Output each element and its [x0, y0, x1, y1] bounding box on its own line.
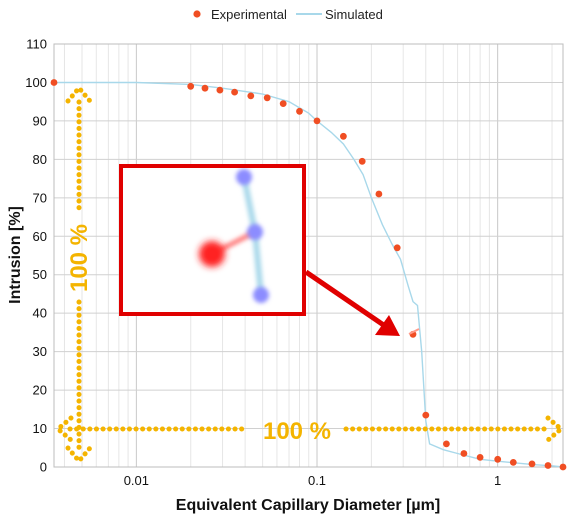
experimental-point — [443, 440, 450, 448]
horizontal-arrow-head-left — [54, 415, 74, 443]
y-tick-label: 80 — [33, 152, 47, 167]
experimental-point — [393, 244, 401, 252]
x-tick-label: 1 — [494, 473, 501, 488]
y-tick-label: 110 — [26, 37, 47, 52]
experimental-point — [375, 190, 383, 198]
experimental-point — [247, 92, 255, 100]
inset-blue-node-bottom — [253, 287, 269, 303]
callout-arrow — [304, 269, 420, 336]
horizontal-span-label: 100 % — [263, 418, 331, 445]
x-tick-labels: 0.01 0.1 1 — [124, 473, 502, 488]
experimental-point — [544, 462, 552, 469]
experimental-point — [201, 84, 209, 92]
vertical-span-annotation: 100 % — [65, 84, 93, 465]
experimental-point — [476, 454, 484, 461]
y-tick-label: 0 — [40, 460, 47, 475]
experimental-point — [313, 117, 321, 125]
y-tick-label: 100 — [25, 75, 47, 90]
x-tick-label: 0.1 — [308, 473, 326, 488]
experimental-point — [296, 107, 303, 115]
x-tick-label: 0.01 — [124, 473, 149, 488]
y-tick-label: 10 — [33, 421, 47, 436]
inset-red-node — [199, 241, 225, 267]
experimental-point — [231, 88, 239, 96]
experimental-point — [509, 459, 517, 466]
plot-area-frame — [53, 43, 564, 468]
experimental-point — [216, 86, 224, 94]
x-axis-title: Equivalent Capillary Diameter [µm] — [176, 497, 440, 514]
experimental-point — [358, 157, 366, 165]
legend: Experimental Simulated — [193, 7, 383, 22]
horizontal-arrow-head-right — [545, 415, 565, 443]
y-tick-labels: 0 10 20 30 40 50 60 70 80 90 100 110 — [25, 37, 47, 475]
horizontal-span-annotation: 100 % — [54, 415, 565, 445]
experimental-point — [340, 132, 347, 140]
experimental-point — [187, 82, 195, 90]
zoom-inset — [119, 164, 306, 316]
y-tick-label: 30 — [33, 344, 47, 359]
experimental-series — [50, 79, 567, 471]
experimental-point — [422, 411, 430, 419]
experimental-point — [263, 94, 271, 102]
y-axis-title: Intrusion [%] — [7, 206, 24, 304]
vertical-arrow-head-down — [65, 445, 93, 465]
y-tick-label: 20 — [33, 383, 47, 398]
y-tick-label: 90 — [33, 113, 47, 128]
callout-arrow-head — [375, 315, 400, 336]
experimental-point — [279, 100, 287, 107]
callout-arrow-shaft — [304, 269, 387, 329]
y-tick-label: 70 — [33, 190, 47, 205]
vertical-arrow-head-up — [65, 84, 93, 104]
legend-experimental-marker — [193, 10, 201, 18]
legend-simulated-label: Simulated — [325, 7, 383, 22]
experimental-point — [460, 450, 468, 457]
y-tick-label: 50 — [33, 267, 47, 282]
experimental-point — [528, 460, 536, 468]
experimental-point — [50, 79, 58, 86]
y-tick-label: 60 — [33, 229, 47, 244]
vertical-span-label: 100 % — [66, 224, 93, 292]
inset-blue-node-top — [236, 169, 252, 185]
experimental-point — [559, 463, 567, 471]
inset-blue-node-middle — [247, 224, 263, 240]
callout-error-segment — [408, 328, 420, 335]
zoom-inset-background — [121, 166, 304, 314]
y-tick-label: 40 — [33, 306, 47, 321]
experimental-point — [494, 455, 502, 463]
legend-experimental-label: Experimental — [211, 7, 287, 22]
zoom-inset-frame — [119, 164, 306, 316]
